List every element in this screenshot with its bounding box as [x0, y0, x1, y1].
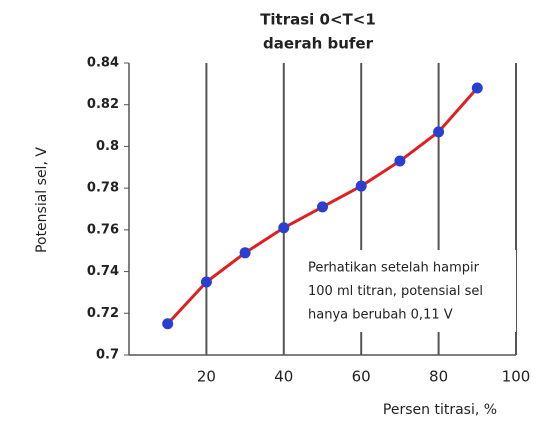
- chart-title: Titrasi 0<T<1: [260, 11, 376, 29]
- annotation-box: [302, 250, 516, 332]
- x-axis-label: Persen titrasi, %: [383, 402, 497, 418]
- data-point: [394, 155, 406, 167]
- data-point: [471, 82, 483, 94]
- y-tick-label: 0.76: [87, 222, 119, 237]
- data-point: [162, 318, 174, 330]
- data-point: [433, 126, 445, 138]
- y-tick-label: 0.78: [87, 181, 119, 196]
- data-point: [200, 276, 212, 288]
- y-tick-label: 0.8: [96, 139, 119, 154]
- x-tick-label: 100: [502, 368, 531, 386]
- annotation: hanya berubah 0,11 V: [308, 308, 453, 323]
- data-point: [278, 222, 290, 234]
- annotation: 100 ml titran, potensial sel: [308, 284, 483, 299]
- y-tick-label: 0.7: [96, 348, 119, 363]
- y-axis-label: Potensial sel, V: [34, 147, 50, 253]
- x-tick-label: 60: [352, 368, 371, 386]
- y-tick-label: 0.84: [87, 56, 119, 71]
- x-tick-label: 20: [197, 368, 216, 386]
- y-tick-label: 0.72: [87, 306, 119, 321]
- data-point: [317, 201, 328, 213]
- y-tick-label: 0.82: [87, 97, 119, 112]
- x-tick-label: 80: [429, 368, 448, 386]
- annotation: Perhatikan setelah hampir: [308, 261, 480, 276]
- data-point: [355, 180, 367, 192]
- data-point: [239, 247, 251, 259]
- y-tick-label: 0.74: [87, 264, 119, 279]
- x-tick-label: 40: [274, 368, 293, 386]
- chart-title: daerah bufer: [263, 35, 374, 53]
